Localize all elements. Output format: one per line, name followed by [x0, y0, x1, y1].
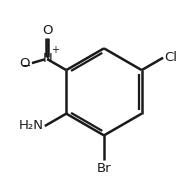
Text: Br: Br [97, 161, 111, 174]
Text: +: + [51, 45, 59, 55]
Text: Cl: Cl [164, 51, 177, 64]
Text: −: − [21, 60, 31, 73]
Text: O: O [19, 57, 30, 70]
Text: H₂N: H₂N [19, 119, 44, 132]
Text: O: O [42, 24, 52, 37]
Text: N: N [43, 52, 53, 65]
